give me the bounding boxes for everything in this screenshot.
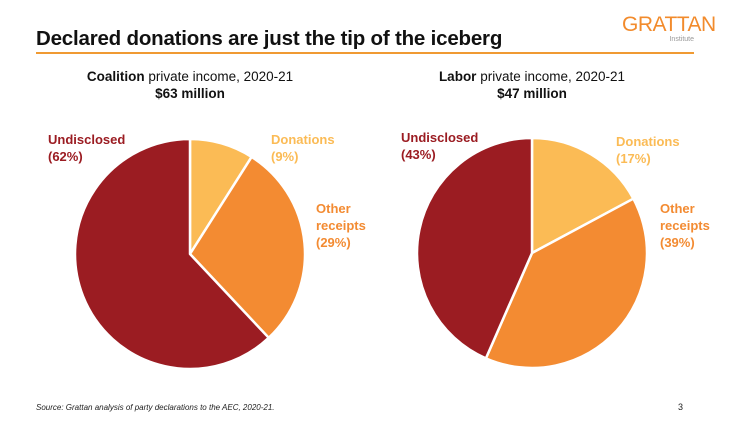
logo-wordmark: GRATTAN xyxy=(622,13,716,36)
logo-subtext: Institute xyxy=(669,36,694,43)
labor-label-donations: Donations (17%) xyxy=(616,134,680,166)
slide-title: Declared donations are just the tip of t… xyxy=(36,27,503,50)
coalition-slice-other-receipts xyxy=(188,155,307,340)
labor-total: $47 million xyxy=(497,86,567,101)
coalition-title-rest: private income, 2020-21 xyxy=(144,69,294,84)
labor-slice-other-receipts xyxy=(484,197,649,370)
coalition-total: $63 million xyxy=(155,86,225,101)
page-number: 3 xyxy=(678,402,684,412)
coalition-label-other-receipts: Other receipts (29%) xyxy=(316,201,366,250)
title-underline xyxy=(36,52,694,54)
coalition-party-name: Coalition xyxy=(86,69,145,84)
coalition-label-donations: Donations (9%) xyxy=(271,132,335,164)
labor-title-rest: private income, 2020-21 xyxy=(476,69,626,84)
labor-party-name: Labor xyxy=(438,69,477,84)
labor-slice-donations xyxy=(530,136,635,255)
source-note: Source: Grattan analysis of party declar… xyxy=(36,403,275,412)
labor-label-other-receipts: Other receipts (39%) xyxy=(660,201,710,250)
labor-slice-undisclosed xyxy=(415,136,534,360)
grattan-logo: GRATTAN Institute xyxy=(622,13,716,44)
labor-label-undisclosed: Undisclosed (43%) xyxy=(401,130,478,162)
coalition-chart-title: Coalition private income, 2020-21 $63 mi… xyxy=(60,68,320,102)
coalition-label-undisclosed: Undisclosed (62%) xyxy=(48,132,125,164)
labor-chart-title: Labor private income, 2020-21 $47 millio… xyxy=(402,68,662,102)
coalition-slice-undisclosed xyxy=(73,137,270,371)
